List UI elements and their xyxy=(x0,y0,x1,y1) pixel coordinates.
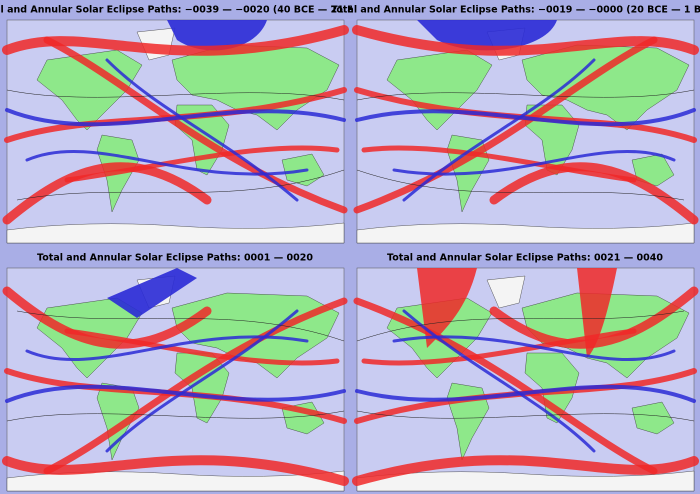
panel: Total and Annular Solar Eclipse Paths: −… xyxy=(331,0,700,246)
panel-title: Total and Annular Solar Eclipse Paths: −… xyxy=(0,5,372,16)
panel-title: Total and Annular Solar Eclipse Paths: 0… xyxy=(387,253,663,264)
panel: Total and Annular Solar Eclipse Paths: −… xyxy=(0,0,372,246)
panel-title: Total and Annular Solar Eclipse Paths: −… xyxy=(331,5,700,16)
panel: Total and Annular Solar Eclipse Paths: 0… xyxy=(352,248,698,494)
panel-title: Total and Annular Solar Eclipse Paths: 0… xyxy=(37,253,313,264)
panel: Total and Annular Solar Eclipse Paths: 0… xyxy=(2,248,348,494)
